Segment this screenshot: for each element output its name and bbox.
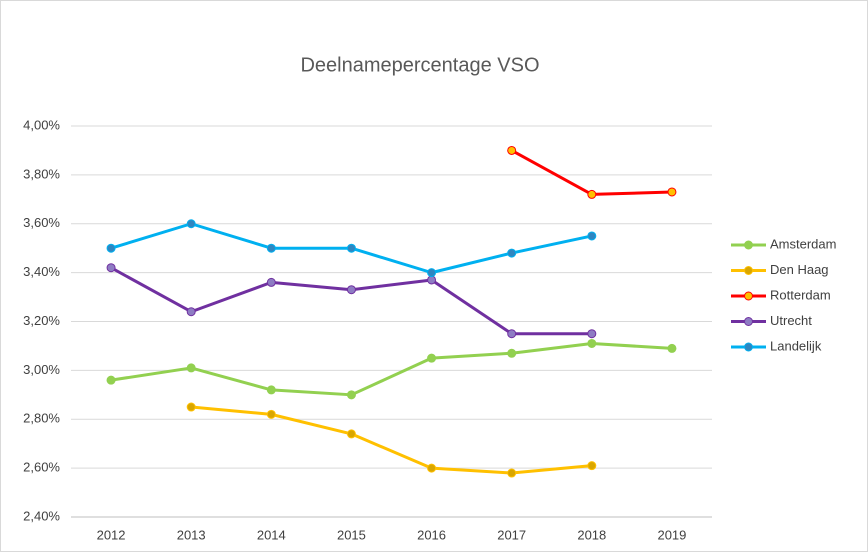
data-point xyxy=(266,409,276,419)
series-line xyxy=(110,341,673,397)
y-tick-label: 2,80% xyxy=(23,411,60,426)
data-point xyxy=(186,307,196,317)
data-point xyxy=(427,463,437,473)
data-point xyxy=(507,348,517,358)
data-point xyxy=(667,343,677,353)
x-tick-label: 2019 xyxy=(657,527,686,542)
data-point xyxy=(346,429,356,439)
y-tick-label: 2,60% xyxy=(23,460,60,475)
x-tick-label: 2013 xyxy=(177,527,206,542)
data-point xyxy=(427,275,437,285)
x-tick-label: 2017 xyxy=(497,527,526,542)
data-point xyxy=(346,285,356,295)
y-tick-label: 3,20% xyxy=(23,313,60,328)
chart-title: Deelnamepercentage VSO xyxy=(300,54,539,76)
x-tick-label: 2016 xyxy=(417,527,446,542)
legend-marker xyxy=(744,342,753,352)
y-tick-label: 3,80% xyxy=(23,166,60,181)
x-tick-label: 2015 xyxy=(337,527,366,542)
legend-label: Utrecht xyxy=(770,313,812,328)
data-point xyxy=(106,375,116,385)
data-point xyxy=(427,353,437,363)
data-point xyxy=(587,189,597,199)
data-point xyxy=(587,231,597,241)
data-point xyxy=(106,243,116,253)
data-point xyxy=(427,268,437,278)
data-point xyxy=(346,390,356,400)
data-point xyxy=(266,277,276,287)
legend-marker xyxy=(744,240,753,250)
x-tick-label: 2018 xyxy=(577,527,606,542)
legend-marker xyxy=(744,317,753,326)
data-point xyxy=(266,385,276,395)
y-tick-label: 4,00% xyxy=(23,117,60,132)
data-point xyxy=(266,243,276,253)
data-point xyxy=(587,338,597,348)
y-tick-label: 3,60% xyxy=(23,215,60,230)
legend-label: Rotterdam xyxy=(770,287,831,302)
y-tick-label: 3,00% xyxy=(23,362,60,377)
y-tick-label: 3,40% xyxy=(23,264,60,279)
legend-label: Amsterdam xyxy=(770,236,836,251)
data-point xyxy=(587,461,597,471)
legend-marker xyxy=(744,266,753,275)
data-point xyxy=(186,219,196,229)
data-point xyxy=(667,187,677,197)
data-point xyxy=(507,468,517,478)
data-point xyxy=(587,329,597,339)
x-tick-label: 2014 xyxy=(257,527,286,542)
data-point xyxy=(507,329,517,339)
legend-label: Den Haag xyxy=(770,262,829,277)
data-point xyxy=(507,145,517,155)
data-point xyxy=(106,263,116,273)
x-tick-label: 2012 xyxy=(97,527,126,542)
data-point xyxy=(346,243,356,253)
legend-label: Landelijk xyxy=(770,338,822,353)
legend-marker xyxy=(744,291,753,301)
data-point xyxy=(507,248,517,258)
y-tick-label: 2,40% xyxy=(23,508,60,523)
series-line xyxy=(191,405,592,475)
data-point xyxy=(186,363,196,373)
data-point xyxy=(186,402,196,412)
